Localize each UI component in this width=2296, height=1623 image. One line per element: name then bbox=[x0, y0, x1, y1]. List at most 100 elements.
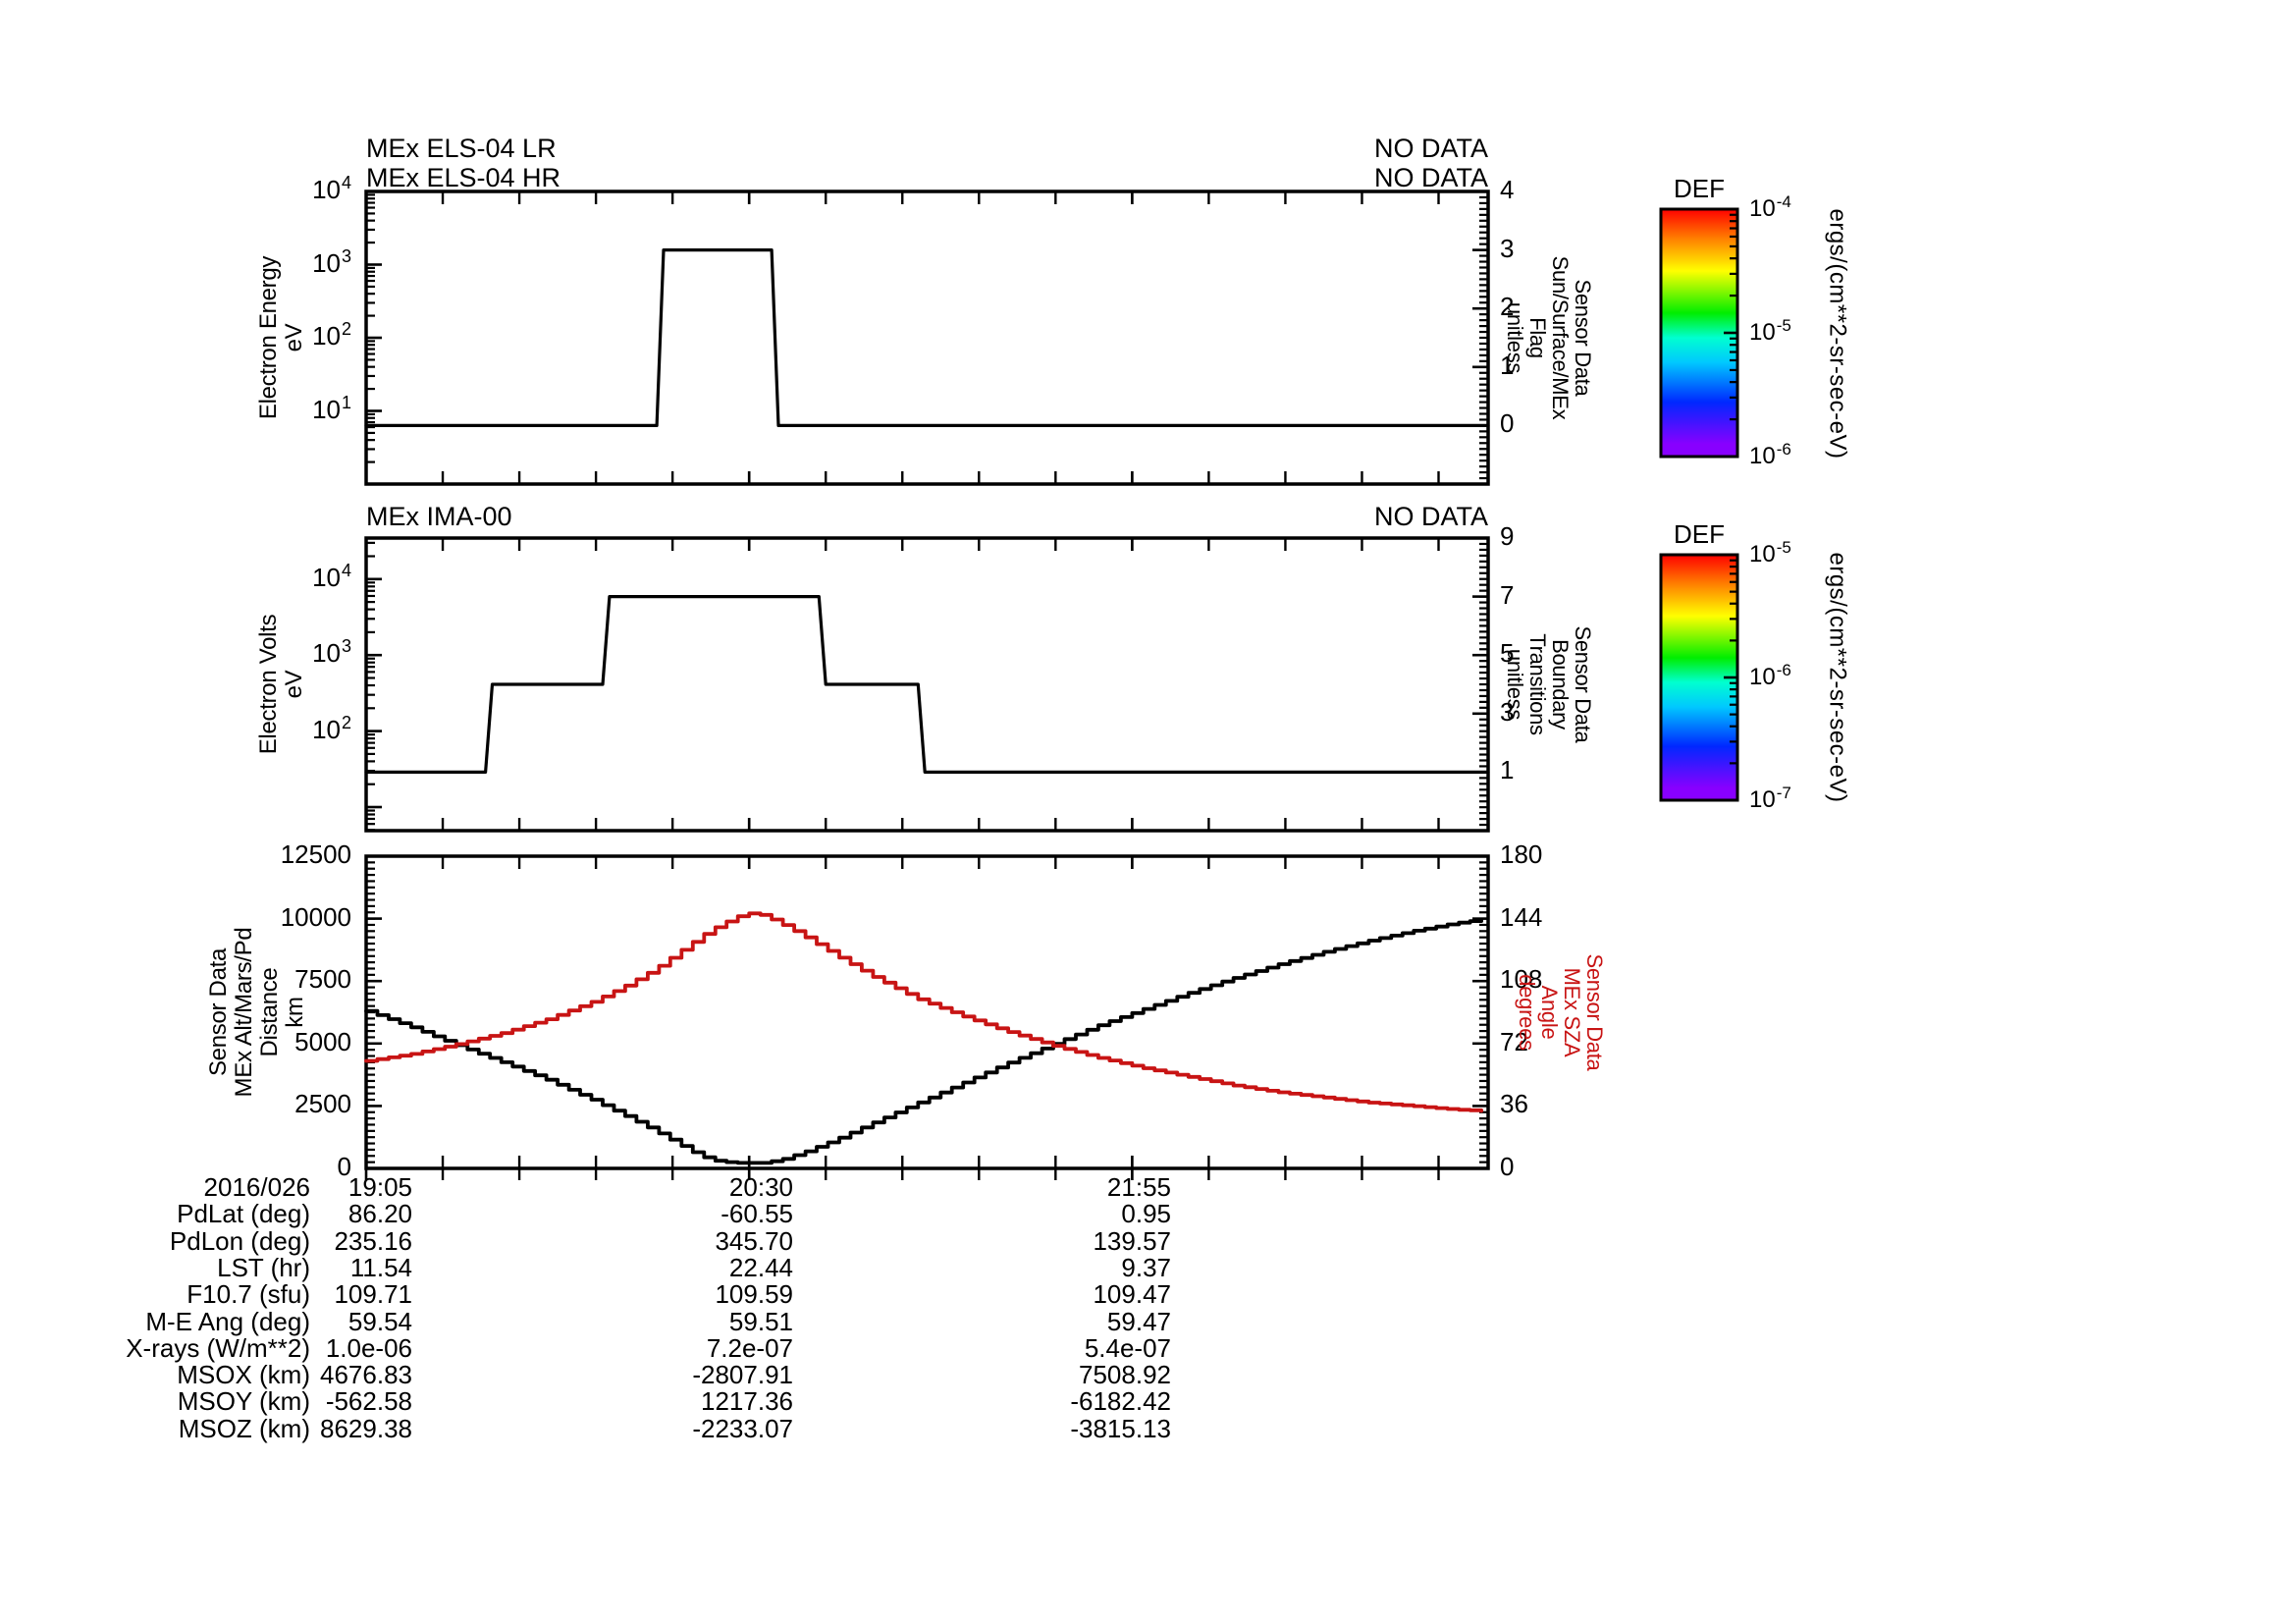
panel-frame-els bbox=[364, 189, 1490, 486]
colorbar-tick-label: 10-6 bbox=[1749, 440, 1791, 469]
y-right-axis-label-els: Sensor Data Sun/Surface/MEx Flag unitless bbox=[1503, 255, 1595, 420]
exponent: -4 bbox=[1776, 192, 1791, 211]
curve-mex-sza bbox=[364, 911, 1483, 1113]
table-cell: 8629.38 bbox=[320, 1413, 412, 1443]
y-right-axis-label-ephemeris: Sensor Data MEx SZA Angle degrees bbox=[1515, 953, 1607, 1071]
axis-label-line: km bbox=[282, 997, 308, 1028]
y-left-axis-label-els: Electron Energy eV bbox=[255, 255, 307, 420]
table-cell: 139.57 bbox=[1093, 1225, 1171, 1256]
table-cell: 20:30 bbox=[728, 1172, 793, 1202]
exponent: 2 bbox=[341, 712, 351, 732]
exponent: 4 bbox=[341, 173, 351, 192]
table-cell: 59.51 bbox=[728, 1306, 793, 1336]
y-right-tick-label: 2 bbox=[1500, 292, 1515, 322]
exponent: 1 bbox=[341, 392, 351, 412]
table-row: F10.7 (sfu) 109.71 109.59 109.47 bbox=[0, 1279, 1374, 1310]
y-left-tick-label: 104 bbox=[312, 560, 351, 592]
exponent: -6 bbox=[1776, 661, 1791, 679]
panel-els-status-hr: NO DATA bbox=[1373, 163, 1488, 192]
colorbar-tick-label: 10-4 bbox=[1749, 192, 1791, 222]
y-right-tick-label: 9 bbox=[1500, 521, 1515, 551]
table-cell: 7508.92 bbox=[1079, 1360, 1171, 1390]
axis-label-line: Angle bbox=[1537, 985, 1562, 1040]
curve-sun-surface-mex-flag bbox=[364, 248, 1490, 427]
curve-mex-altitude bbox=[364, 917, 1483, 1165]
axis-label-line: MEx Alt/Mars/Pd bbox=[231, 927, 257, 1098]
table-cell: 109.59 bbox=[715, 1279, 793, 1310]
y-right-tick-label: 7 bbox=[1500, 579, 1515, 610]
axis-label-line: Sun/Surface/MEx bbox=[1548, 255, 1573, 420]
table-cell: 109.71 bbox=[334, 1279, 412, 1310]
table-row-label: LST (hr) bbox=[217, 1252, 310, 1282]
y-left-tick-label: 2500 bbox=[294, 1089, 351, 1119]
exponent: -5 bbox=[1776, 316, 1791, 335]
panel-ima-title: MEx IMA-00 bbox=[366, 502, 512, 531]
axis-label-line: Electron Volts bbox=[255, 614, 282, 755]
table-row-label: F10.7 (sfu) bbox=[187, 1279, 310, 1310]
axis-label-line: Sensor Data bbox=[1571, 625, 1595, 743]
table-cell: 59.47 bbox=[1106, 1306, 1171, 1336]
table-cell: 22.44 bbox=[728, 1252, 793, 1282]
table-row-label: MSOX (km) bbox=[177, 1360, 310, 1390]
panel-els-title-hr: MEx ELS-04 HR bbox=[366, 163, 561, 192]
table-cell: -2807.91 bbox=[692, 1360, 793, 1390]
panel-ima-status: NO DATA bbox=[1373, 502, 1488, 531]
table-cell: 21:55 bbox=[1106, 1172, 1171, 1202]
axis-label-line: Distance bbox=[256, 967, 283, 1057]
table-row-label: X-rays (W/m**2) bbox=[126, 1332, 310, 1363]
axis-label-line: degrees bbox=[1515, 974, 1539, 1051]
table-cell: 4676.83 bbox=[320, 1360, 412, 1390]
y-right-tick-label: 180 bbox=[1500, 839, 1543, 869]
y-right-tick-label: 144 bbox=[1500, 901, 1543, 932]
table-cell: 235.16 bbox=[334, 1225, 412, 1256]
table-cell: 345.70 bbox=[715, 1225, 793, 1256]
table-cell: 59.54 bbox=[347, 1306, 412, 1336]
table-cell: -562.58 bbox=[325, 1386, 412, 1417]
y-right-axis-label-ima: Sensor Data Boundary Transitions unitless bbox=[1503, 625, 1595, 743]
y-left-tick-label: 102 bbox=[312, 319, 351, 351]
table-cell: -6182.42 bbox=[1070, 1386, 1171, 1417]
y-left-axis-label-ima: Electron Volts eV bbox=[255, 614, 307, 755]
axis-label-line: Electron Energy bbox=[255, 255, 282, 420]
colorbar-tick-label: 10-5 bbox=[1749, 316, 1791, 346]
table-row-label: MSOY (km) bbox=[177, 1386, 310, 1417]
y-left-tick-label: 103 bbox=[312, 636, 351, 669]
exponent: 3 bbox=[341, 636, 351, 657]
y-left-tick-label: 7500 bbox=[294, 964, 351, 995]
y-right-tick-label: 1 bbox=[1500, 755, 1515, 785]
y-left-tick-label: 104 bbox=[312, 173, 351, 204]
colorbar-tick-label: 10-6 bbox=[1749, 661, 1791, 690]
y-right-tick-label: 0 bbox=[1500, 1152, 1515, 1181]
y-right-tick-label: 1 bbox=[1500, 350, 1515, 380]
y-right-tick-label: 72 bbox=[1500, 1026, 1528, 1056]
y-left-tick-label: 10000 bbox=[280, 901, 351, 932]
y-right-tick-label: 3 bbox=[1500, 233, 1515, 263]
table-row: LST (hr) 11.54 22.44 9.37 bbox=[0, 1252, 1374, 1282]
exponent: -5 bbox=[1776, 538, 1791, 557]
table-row: MSOZ (km) 8629.38 -2233.07 -3815.13 bbox=[0, 1413, 1374, 1443]
y-left-tick-label: 103 bbox=[312, 245, 351, 278]
table-cell: 0.95 bbox=[1121, 1199, 1171, 1229]
y-left-axis-label-ephemeris: Sensor Data MEx Alt/Mars/Pd Distance km bbox=[205, 927, 308, 1098]
axis-label-line: eV bbox=[281, 670, 307, 699]
table-row: PdLon (deg) 235.16 345.70 139.57 bbox=[0, 1225, 1374, 1256]
colorbar-tick-label: 10-5 bbox=[1749, 538, 1791, 568]
table-row: MSOX (km) 4676.83 -2807.91 7508.92 bbox=[0, 1360, 1374, 1390]
axis-label-line: Sensor Data bbox=[1582, 953, 1607, 1071]
table-cell: 1.0e-06 bbox=[325, 1332, 412, 1363]
table-cell: 9.37 bbox=[1121, 1252, 1171, 1282]
table-row: 2016/026 19:05 20:30 21:55 bbox=[0, 1172, 1374, 1202]
table-cell: -3815.13 bbox=[1070, 1413, 1171, 1443]
panel-els-title-lr: MEx ELS-04 LR bbox=[366, 134, 557, 163]
axis-label-line: unitless bbox=[1503, 648, 1527, 721]
y-right-tick-label: 108 bbox=[1500, 964, 1543, 995]
table-row: MSOY (km) -562.58 1217.36 -6182.42 bbox=[0, 1386, 1374, 1417]
y-left-tick-label: 101 bbox=[312, 392, 351, 424]
table-cell: 5.4e-07 bbox=[1084, 1332, 1171, 1363]
axis-label-line: unitless bbox=[1503, 301, 1527, 374]
exponent: 4 bbox=[341, 560, 351, 580]
table-row-label: MSOZ (km) bbox=[178, 1413, 310, 1443]
y-right-tick-label: 36 bbox=[1500, 1089, 1528, 1119]
